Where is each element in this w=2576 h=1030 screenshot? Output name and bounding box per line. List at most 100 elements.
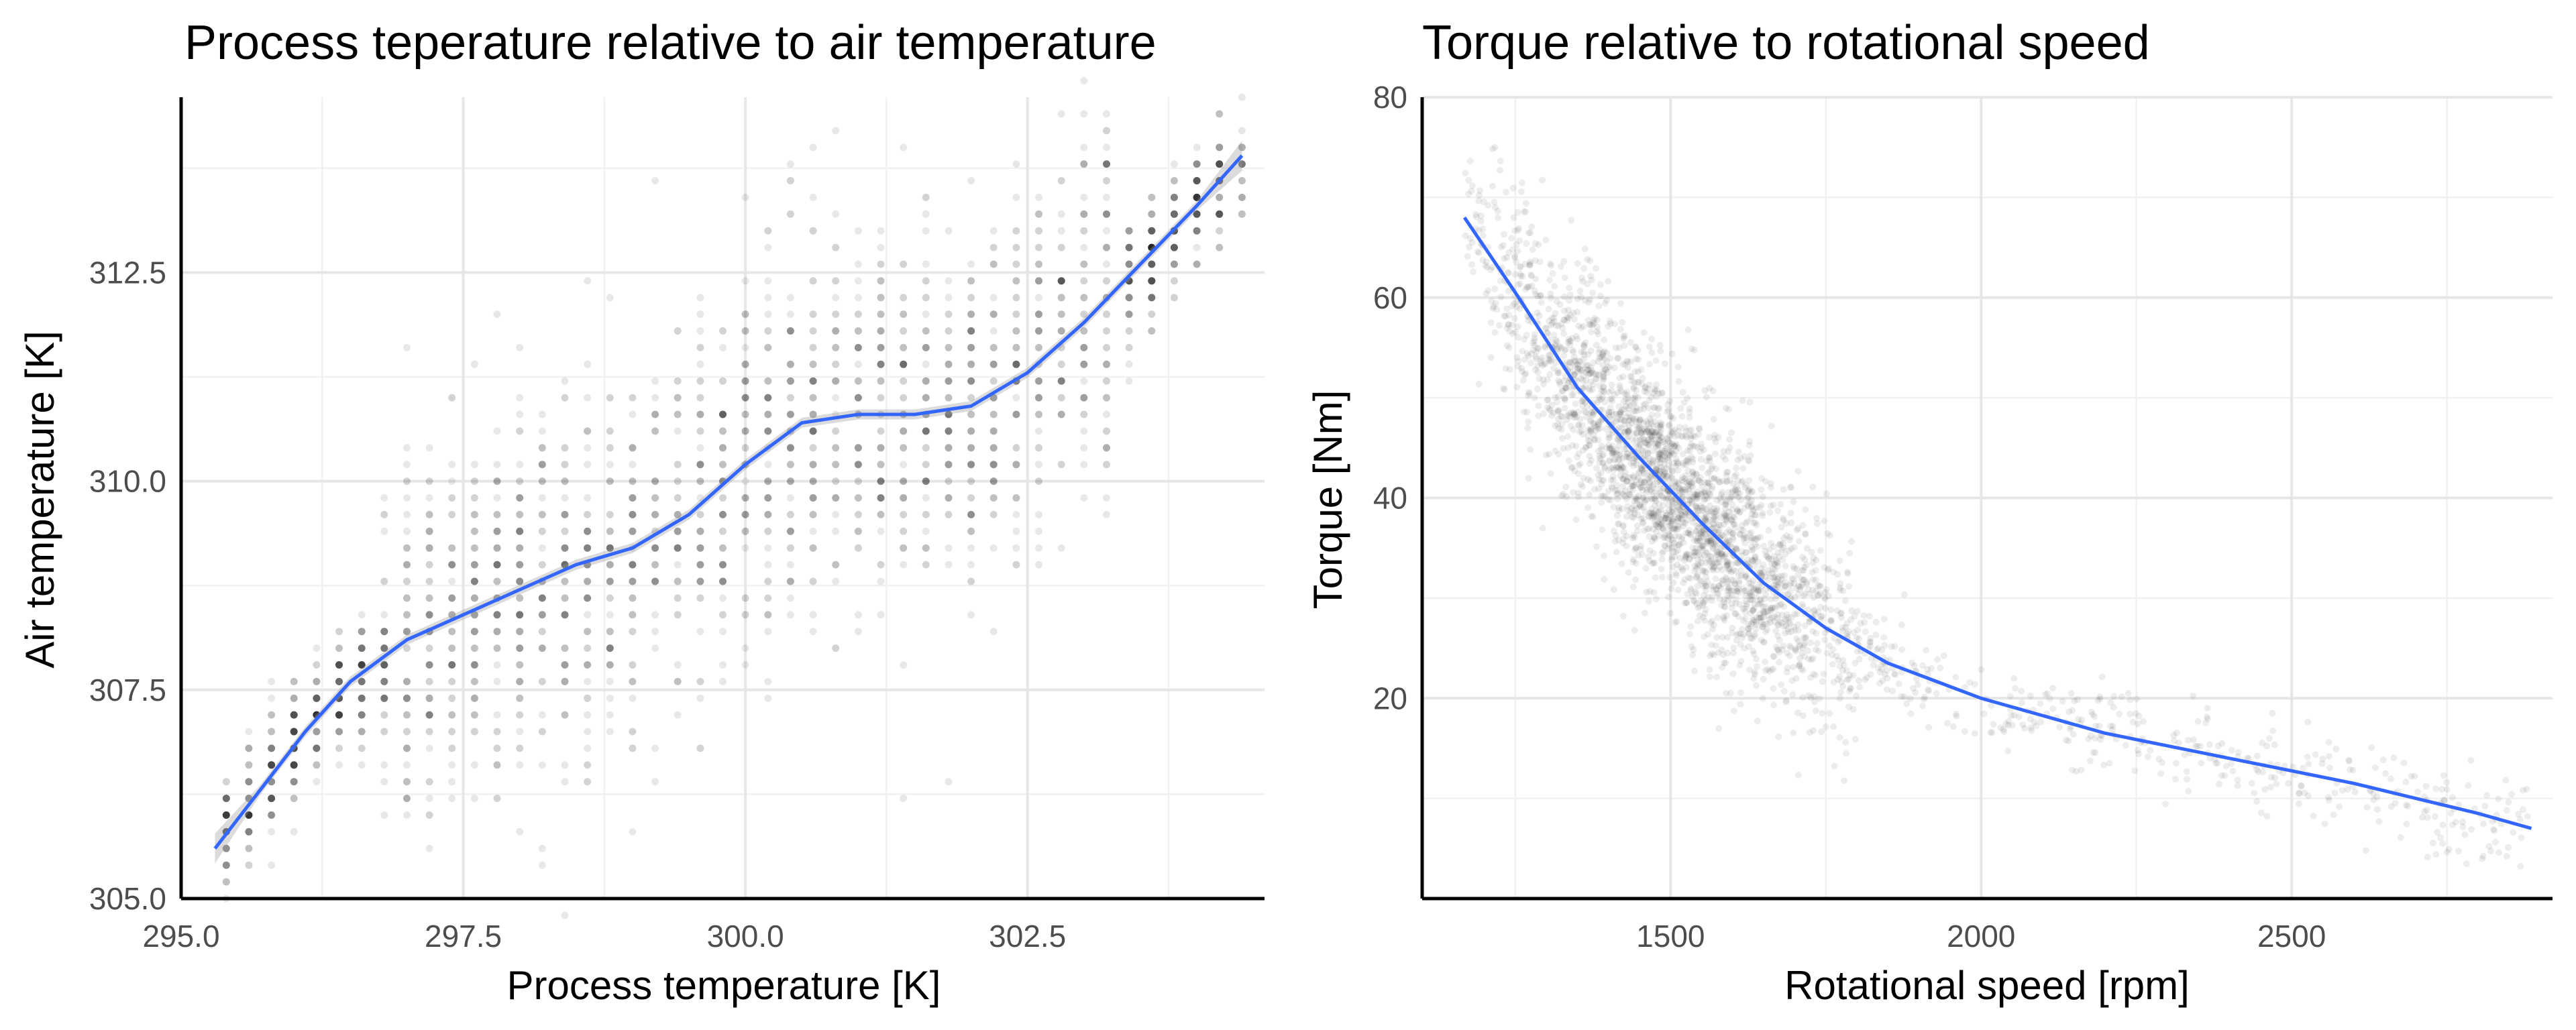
data-point <box>1193 227 1201 235</box>
data-point <box>900 327 908 335</box>
data-point <box>809 377 817 385</box>
data-point <box>1584 280 1591 288</box>
data-point <box>696 694 704 702</box>
data-point <box>425 444 433 452</box>
data-point <box>335 711 343 719</box>
data-point <box>832 527 840 535</box>
data-point <box>1684 394 1691 402</box>
data-point <box>448 728 456 736</box>
data-point <box>380 628 388 636</box>
data-point <box>1462 170 1469 177</box>
data-point <box>989 494 998 502</box>
data-point <box>1497 158 1504 165</box>
data-point <box>606 477 614 485</box>
data-point <box>854 327 862 335</box>
data-point <box>335 661 343 669</box>
data-point <box>877 260 885 268</box>
data-point <box>2443 779 2451 786</box>
data-point <box>313 694 321 702</box>
data-point <box>1103 377 1110 385</box>
data-point <box>538 510 546 518</box>
data-point <box>403 577 411 585</box>
data-point <box>268 811 276 819</box>
data-point <box>1776 553 1783 560</box>
data-point <box>674 577 682 585</box>
data-point <box>1035 310 1042 319</box>
data-point <box>1080 360 1088 368</box>
data-point <box>741 527 749 535</box>
data-point <box>945 461 953 469</box>
data-point <box>1080 227 1088 235</box>
data-point <box>448 728 456 736</box>
data-point <box>470 677 478 685</box>
data-point <box>832 243 840 251</box>
data-point <box>1540 410 1547 417</box>
data-point <box>1193 160 1201 168</box>
data-point <box>741 494 749 502</box>
data-point <box>1148 227 1156 235</box>
data-point <box>1576 287 1584 294</box>
data-point <box>1148 227 1156 235</box>
data-point <box>1193 193 1201 201</box>
data-point <box>2304 754 2311 760</box>
data-point <box>1170 210 1178 218</box>
data-point <box>945 510 953 518</box>
data-point <box>674 427 682 435</box>
data-point <box>1597 281 1604 288</box>
data-point <box>2235 748 2242 756</box>
data-point <box>1792 675 1800 682</box>
data-point <box>2373 806 2381 813</box>
data-point <box>561 577 569 585</box>
data-point <box>516 677 524 685</box>
data-point <box>1035 343 1042 351</box>
data-point <box>1525 418 1532 426</box>
data-point <box>854 394 862 402</box>
data-point <box>1499 241 1507 249</box>
data-point <box>832 310 840 319</box>
data-point <box>1632 355 1640 362</box>
data-point <box>245 827 253 836</box>
data-point <box>809 427 817 435</box>
data-point <box>493 527 501 535</box>
data-point <box>922 527 930 535</box>
data-point <box>629 577 637 585</box>
data-point <box>1057 360 1065 368</box>
data-point <box>719 561 727 569</box>
data-point <box>764 394 772 402</box>
data-point <box>1907 695 1914 702</box>
data-point <box>809 394 817 402</box>
data-point <box>922 477 930 485</box>
data-point <box>809 477 817 485</box>
data-point <box>1080 277 1088 285</box>
data-point <box>448 510 456 518</box>
data-point <box>1125 243 1133 251</box>
data-point <box>561 644 569 652</box>
data-point <box>1646 381 1653 388</box>
data-point <box>380 661 388 669</box>
data-point <box>877 461 885 469</box>
data-point <box>1542 236 1550 243</box>
data-point <box>245 744 253 752</box>
data-point <box>741 277 749 285</box>
data-point <box>470 611 478 619</box>
data-point <box>674 594 682 602</box>
data-point <box>1527 223 1535 231</box>
data-point <box>2198 760 2205 766</box>
data-point <box>922 427 930 435</box>
data-point <box>1057 360 1065 368</box>
data-point <box>1593 543 1600 551</box>
data-point <box>1148 227 1156 235</box>
data-point <box>696 544 704 552</box>
data-point <box>832 444 840 452</box>
data-point <box>741 611 749 619</box>
data-point <box>425 661 433 669</box>
data-point <box>1148 294 1156 302</box>
data-point <box>470 628 478 636</box>
data-point <box>1468 182 1476 189</box>
data-point <box>1511 271 1519 278</box>
data-point <box>561 477 569 485</box>
data-point <box>561 494 569 502</box>
data-point <box>313 677 321 685</box>
data-point <box>1012 327 1020 335</box>
data-point <box>674 577 682 585</box>
